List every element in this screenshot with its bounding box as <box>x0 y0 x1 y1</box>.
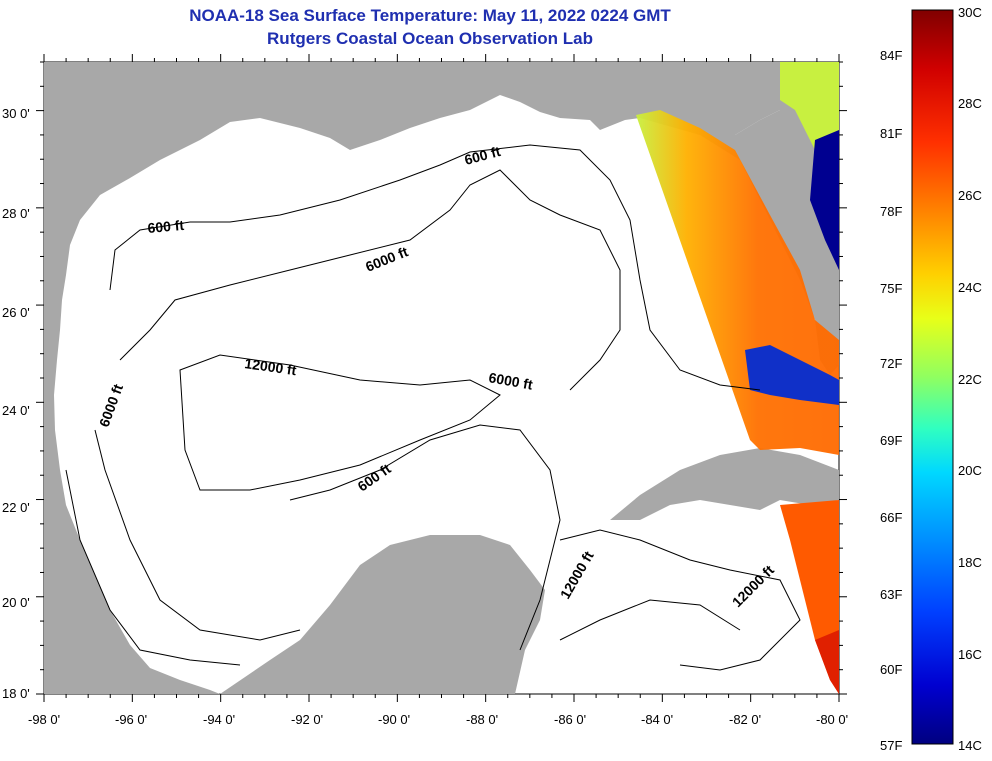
contour-6000ft <box>119 169 621 391</box>
lon-label-96: -96 0' <box>115 712 147 727</box>
contour-12000ft-east <box>559 599 741 641</box>
lat-label-18: 18 0' <box>2 686 30 701</box>
contour-600ft-west <box>65 469 241 666</box>
lon-label-98: -98 0' <box>28 712 60 727</box>
contour-600ft-yucatan <box>289 424 561 651</box>
cb-f-66: 66F <box>880 510 903 525</box>
cb-f-69: 69F <box>880 433 903 448</box>
contour-12000ft <box>179 354 501 491</box>
lon-label-82: -82 0' <box>729 712 761 727</box>
sst-swath-south-hot <box>815 630 839 694</box>
cb-c-26: 26C <box>958 188 982 203</box>
contour-label-6000ft-east: 6000 ft <box>487 369 534 393</box>
lon-label-84: -84 0' <box>641 712 673 727</box>
cb-f-84: 84F <box>880 48 903 63</box>
land-florida <box>640 62 839 375</box>
cb-c-30: 30C <box>958 5 982 20</box>
land-cuba <box>610 448 839 520</box>
sst-cloud-patches <box>810 130 839 270</box>
land-yucatan <box>220 535 545 694</box>
cb-f-60: 60F <box>880 662 903 677</box>
contour-600ft <box>109 144 761 391</box>
cb-f-72: 72F <box>880 356 903 371</box>
cb-f-63: 63F <box>880 587 903 602</box>
map-title: NOAA-18 Sea Surface Temperature: May 11,… <box>189 6 671 25</box>
cb-c-16: 16C <box>958 647 982 662</box>
lon-label-88: -88 0' <box>466 712 498 727</box>
cb-c-18: 18C <box>958 555 982 570</box>
map-subtitle: Rutgers Coastal Ocean Observation Lab <box>267 29 593 48</box>
lat-label-20: 20 0' <box>2 595 30 610</box>
cb-f-57: 57F <box>880 738 903 753</box>
lon-label-92: -92 0' <box>291 712 323 727</box>
cb-f-78: 78F <box>880 204 903 219</box>
lon-label-86: -86 0' <box>554 712 586 727</box>
lon-label-80: -80 0' <box>816 712 848 727</box>
lon-label-90: -90 0' <box>378 712 410 727</box>
bathymetry-contours <box>65 144 801 671</box>
contour-label-12000ft-center: 12000 ft <box>244 355 298 378</box>
cb-c-24: 24C <box>958 280 982 295</box>
contour-6000ft-west <box>94 429 301 641</box>
contour-label-600ft-west: 600 ft <box>147 217 185 236</box>
cb-c-14: 14C <box>958 738 982 753</box>
cb-c-22: 22C <box>958 372 982 387</box>
lat-label-26: 26 0' <box>2 305 30 320</box>
lat-label-24: 24 0' <box>2 403 30 418</box>
cb-c-20: 20C <box>958 463 982 478</box>
cb-c-28: 28C <box>958 96 982 111</box>
lat-label-22: 22 0' <box>2 500 30 515</box>
cb-f-75: 75F <box>880 281 903 296</box>
lat-label-28: 28 0' <box>2 206 30 221</box>
cb-f-81: 81F <box>880 126 903 141</box>
sst-cold-patches <box>745 345 839 405</box>
land-north-america <box>44 62 780 694</box>
lat-label-30: 30 0' <box>2 106 30 121</box>
axis-ticks <box>36 54 847 702</box>
contour-12000ft-south <box>559 529 801 671</box>
lon-label-94: -94 0' <box>203 712 235 727</box>
colorbar <box>911 9 954 745</box>
